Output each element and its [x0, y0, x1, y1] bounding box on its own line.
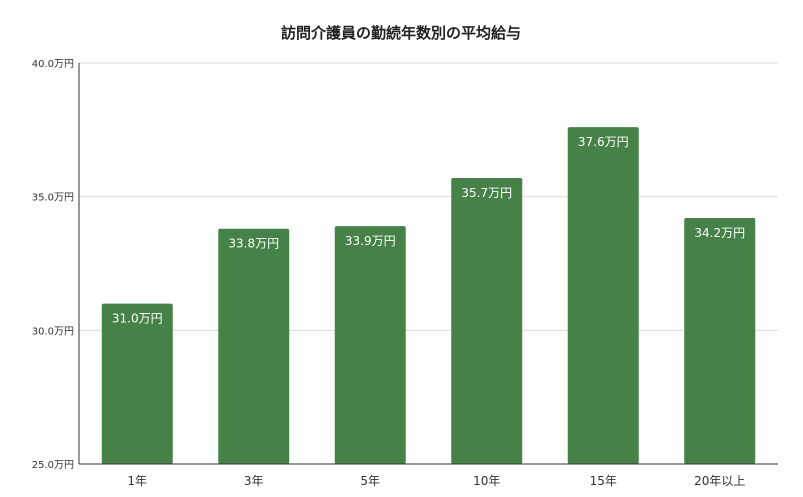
bar — [451, 177, 523, 464]
bar — [101, 303, 173, 464]
x-tick-label: 10年 — [473, 474, 500, 488]
data-label: 33.9万円 — [345, 234, 396, 248]
data-label: 35.7万円 — [461, 186, 512, 200]
y-tick-label: 40.0万円 — [32, 59, 74, 70]
bar — [684, 218, 756, 464]
bar — [567, 127, 639, 464]
y-tick-label: 30.0万円 — [32, 326, 74, 337]
data-label: 34.2万円 — [694, 226, 745, 240]
data-label: 37.6万円 — [578, 135, 629, 149]
bar — [334, 226, 406, 464]
y-tick-label: 35.0万円 — [32, 193, 74, 204]
x-tick-label: 15年 — [590, 474, 617, 488]
data-label: 33.8万円 — [228, 237, 279, 251]
chart-title: 訪問介護員の勤続年数別の平均給与 — [281, 24, 521, 42]
gridlines — [79, 62, 778, 331]
data-label: 31.0万円 — [112, 312, 163, 326]
x-tick-label: 20年以上 — [694, 474, 745, 488]
bar — [218, 228, 290, 464]
y-tick-label: 25.0万円 — [32, 460, 74, 471]
x-tick-label: 3年 — [244, 474, 264, 488]
x-tick-label: 1年 — [127, 474, 147, 488]
data-labels: 31.0万円 33.8万円 33.9万円 35.7万円 37.6万円 34.2万円 — [112, 135, 745, 325]
bars — [101, 127, 756, 464]
y-axis-ticks: 25.0万円 30.0万円 35.0万円 40.0万円 — [32, 59, 74, 471]
x-axis-ticks: 1年 3年 5年 10年 15年 20年以上 — [127, 474, 745, 488]
x-tick-label: 5年 — [360, 474, 380, 488]
